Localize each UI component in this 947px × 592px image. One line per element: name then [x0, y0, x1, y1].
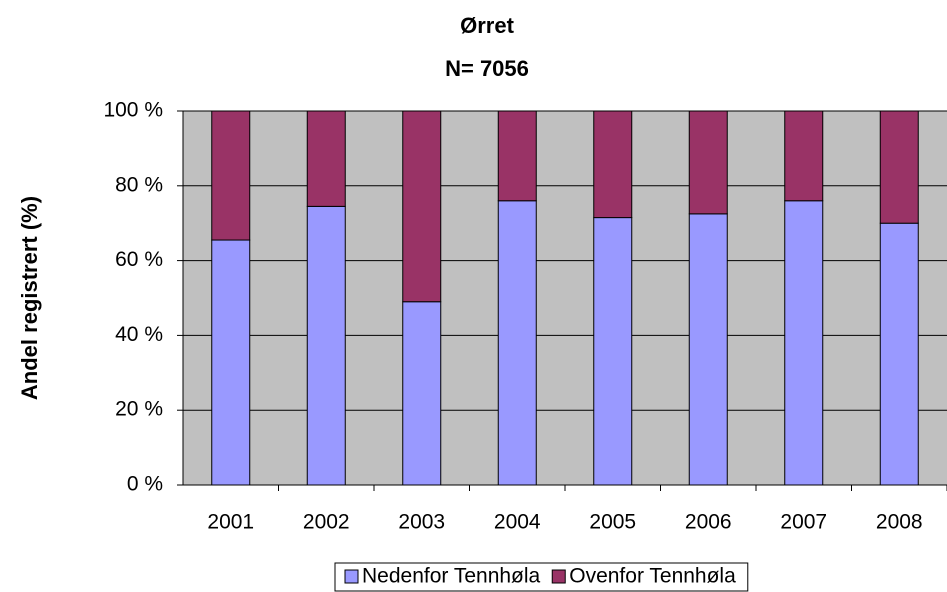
bar-segment [688, 213, 728, 486]
bar-segment [784, 110, 824, 202]
bar-segment [593, 110, 633, 219]
legend: Nedenfor Tennhøla Ovenfor Tennhøla [334, 562, 749, 592]
x-tick-label: 2001 [207, 511, 254, 534]
bar-segment [402, 301, 442, 486]
bar-segment [211, 239, 251, 486]
legend-label: Nedenfor Tennhøla [362, 565, 541, 588]
legend-label: Ovenfor Tennhøla [569, 565, 736, 588]
y-tick-label: 100 % [103, 99, 163, 122]
y-axis-label: Andel registrert (%) [17, 196, 42, 400]
bar-segment [306, 110, 346, 207]
legend-swatch [551, 569, 566, 584]
x-tick-label: 2004 [494, 511, 541, 534]
bar-segment [593, 217, 633, 486]
x-tick-label: 2003 [398, 511, 445, 534]
legend-swatch [344, 569, 359, 584]
x-tick-label: 2006 [685, 511, 732, 534]
bar-segment [211, 110, 251, 241]
x-tick-label: 2005 [589, 511, 636, 534]
bar-segment [497, 110, 537, 202]
bar-segment [879, 222, 919, 486]
x-tick-label: 2007 [780, 511, 827, 534]
y-tick-label: 60 % [115, 248, 163, 271]
chart-title: Ørret [460, 13, 514, 38]
chart-subtitle: N= 7056 [445, 56, 529, 81]
x-tick-label: 2008 [876, 511, 923, 534]
bar-segment [688, 110, 728, 215]
bar-segment [784, 200, 824, 486]
bar-segment [306, 205, 346, 486]
legend-box [334, 562, 749, 592]
bar-segment [402, 110, 442, 303]
y-tick-label: 20 % [115, 398, 163, 421]
plot-area [183, 111, 947, 485]
y-tick-label: 40 % [115, 323, 163, 346]
bar-segment [879, 110, 919, 224]
y-tick-label: 0 % [127, 473, 163, 496]
bar-segment [497, 200, 537, 486]
y-tick-label: 80 % [115, 173, 163, 196]
x-tick-label: 2002 [303, 511, 350, 534]
